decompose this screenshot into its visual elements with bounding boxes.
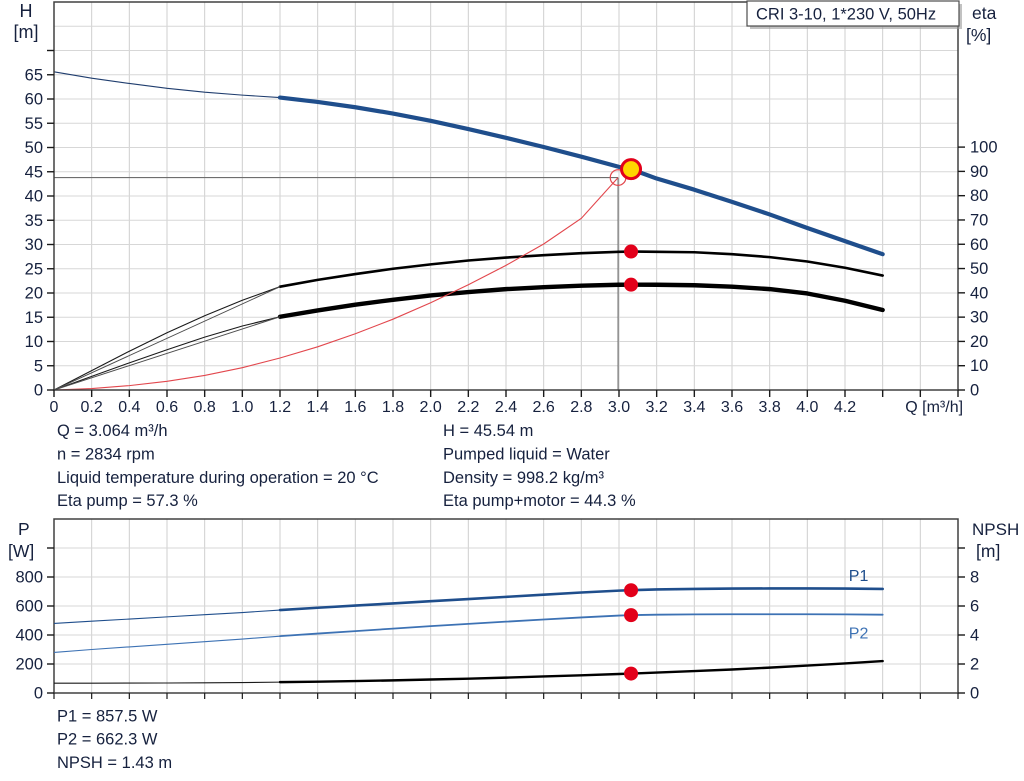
svg-text:[W]: [W] <box>8 541 34 561</box>
svg-text:n = 2834 rpm: n = 2834 rpm <box>57 445 155 463</box>
svg-text:3.4: 3.4 <box>683 399 705 416</box>
svg-text:65: 65 <box>25 66 43 84</box>
svg-text:2: 2 <box>970 656 979 674</box>
svg-text:[%]: [%] <box>966 25 991 45</box>
svg-text:4: 4 <box>970 627 979 645</box>
svg-text:20: 20 <box>25 285 43 303</box>
svg-text:20: 20 <box>970 333 988 351</box>
svg-text:Density = 998.2 kg/m³: Density = 998.2 kg/m³ <box>443 469 604 487</box>
svg-text:0: 0 <box>970 382 979 400</box>
svg-text:P2: P2 <box>849 626 869 643</box>
svg-text:Pumped liquid = Water: Pumped liquid = Water <box>443 445 610 463</box>
svg-text:2.8: 2.8 <box>570 399 592 416</box>
svg-text:Q = 3.064 m³/h: Q = 3.064 m³/h <box>57 422 168 440</box>
svg-text:Q [m³/h]: Q [m³/h] <box>905 399 963 416</box>
svg-text:1.6: 1.6 <box>344 399 366 416</box>
svg-text:CRI 3-10, 1*230 V, 50Hz: CRI 3-10, 1*230 V, 50Hz <box>756 6 936 24</box>
svg-text:Liquid temperature during oper: Liquid temperature during operation = 20… <box>57 469 379 487</box>
svg-text:3.0: 3.0 <box>608 399 630 416</box>
svg-text:30: 30 <box>970 309 988 327</box>
svg-text:55: 55 <box>25 115 43 133</box>
svg-text:200: 200 <box>15 656 43 674</box>
svg-text:15: 15 <box>25 309 43 327</box>
svg-text:100: 100 <box>970 139 998 157</box>
svg-text:10: 10 <box>970 357 988 375</box>
svg-text:4.0: 4.0 <box>796 399 818 416</box>
svg-text:0: 0 <box>50 399 59 416</box>
svg-text:50: 50 <box>25 139 43 157</box>
svg-text:5: 5 <box>34 357 43 375</box>
svg-text:eta: eta <box>972 3 997 23</box>
svg-text:NPSH = 1.43 m: NPSH = 1.43 m <box>57 754 172 772</box>
svg-text:90: 90 <box>970 163 988 181</box>
svg-text:8: 8 <box>970 569 979 587</box>
svg-text:3.6: 3.6 <box>721 399 743 416</box>
svg-text:NPSH: NPSH <box>972 520 1019 539</box>
svg-text:2.0: 2.0 <box>420 399 442 416</box>
svg-text:80: 80 <box>970 187 988 205</box>
svg-text:50: 50 <box>970 260 988 278</box>
svg-text:2.2: 2.2 <box>457 399 479 416</box>
svg-text:3.2: 3.2 <box>646 399 668 416</box>
svg-text:40: 40 <box>25 188 43 206</box>
svg-text:40: 40 <box>970 284 988 302</box>
svg-text:[m]: [m] <box>14 22 39 42</box>
svg-text:0.8: 0.8 <box>194 399 216 416</box>
svg-text:H: H <box>20 1 33 21</box>
svg-text:1.8: 1.8 <box>382 399 404 416</box>
svg-text:25: 25 <box>25 260 43 278</box>
svg-text:60: 60 <box>970 236 988 254</box>
svg-text:1.2: 1.2 <box>269 399 291 416</box>
svg-text:400: 400 <box>15 627 43 645</box>
svg-text:800: 800 <box>15 569 43 587</box>
svg-text:0: 0 <box>34 382 43 400</box>
svg-text:1.0: 1.0 <box>231 399 253 416</box>
svg-text:P1 = 857.5 W: P1 = 857.5 W <box>57 707 158 725</box>
svg-text:6: 6 <box>970 598 979 616</box>
svg-text:0.2: 0.2 <box>81 399 103 416</box>
svg-text:P1: P1 <box>849 568 869 585</box>
svg-text:30: 30 <box>25 236 43 254</box>
svg-text:2.4: 2.4 <box>495 399 517 416</box>
svg-text:0: 0 <box>970 685 979 703</box>
svg-text:[m]: [m] <box>976 541 1000 561</box>
svg-text:3.8: 3.8 <box>759 399 781 416</box>
svg-text:0.6: 0.6 <box>156 399 178 416</box>
svg-text:P2 = 662.3 W: P2 = 662.3 W <box>57 731 158 749</box>
svg-text:4.2: 4.2 <box>834 399 856 416</box>
svg-text:600: 600 <box>15 598 43 616</box>
svg-text:Eta pump+motor = 44.3 %: Eta pump+motor = 44.3 % <box>443 492 636 510</box>
svg-text:70: 70 <box>970 211 988 229</box>
svg-text:1.4: 1.4 <box>307 399 329 416</box>
svg-text:10: 10 <box>25 333 43 351</box>
svg-text:60: 60 <box>25 91 43 109</box>
svg-text:0: 0 <box>34 685 43 703</box>
svg-text:35: 35 <box>25 212 43 230</box>
svg-text:Eta pump = 57.3 %: Eta pump = 57.3 % <box>57 492 198 510</box>
svg-text:2.6: 2.6 <box>533 399 555 416</box>
svg-text:P: P <box>18 519 30 539</box>
svg-text:45: 45 <box>25 163 43 181</box>
svg-text:H = 45.54 m: H = 45.54 m <box>443 422 533 440</box>
svg-text:0.4: 0.4 <box>118 399 140 416</box>
